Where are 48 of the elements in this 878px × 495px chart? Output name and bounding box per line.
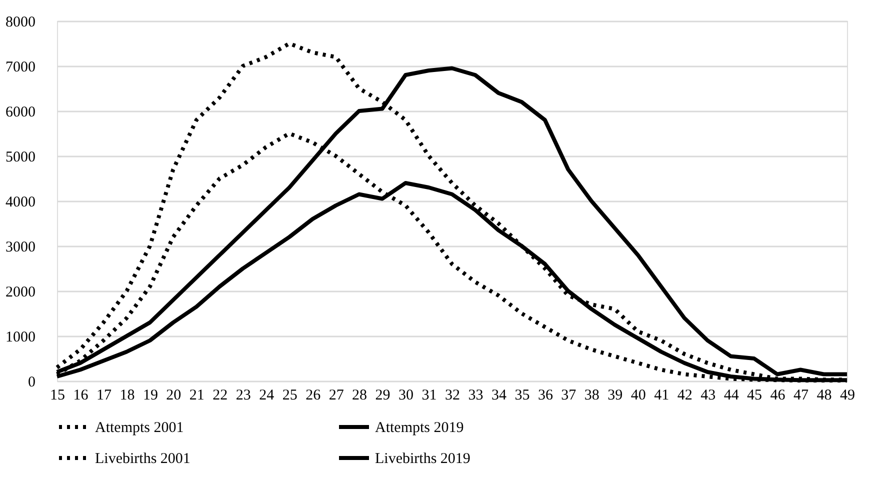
x-tick-label: 24 xyxy=(259,388,275,404)
legend-label: Livebirths 2019 xyxy=(375,451,470,467)
x-tick-label: 16 xyxy=(73,388,89,404)
x-tick-label: 34 xyxy=(491,388,507,404)
x-tick-label: 29 xyxy=(375,388,390,404)
x-tick-label: 42 xyxy=(677,388,692,404)
x-tick-label: 44 xyxy=(724,388,740,404)
x-tick-label: 39 xyxy=(608,388,623,404)
x-tick-label: 35 xyxy=(514,388,530,404)
x-tick-label: 21 xyxy=(189,388,204,404)
x-tick-label: 37 xyxy=(561,388,577,404)
x-tick-label: 27 xyxy=(328,388,344,404)
x-tick-label: 45 xyxy=(747,388,762,404)
x-tick-label: 19 xyxy=(142,388,158,404)
y-tick-label: 0 xyxy=(28,374,36,390)
x-tick-label: 20 xyxy=(166,388,182,404)
x-tick-label: 49 xyxy=(840,388,855,404)
x-tick-label: 31 xyxy=(422,388,437,404)
y-tick-label: 4000 xyxy=(6,194,36,210)
x-tick-label: 38 xyxy=(584,388,600,404)
x-tick-label: 30 xyxy=(398,388,414,404)
y-tick-label: 6000 xyxy=(6,104,36,120)
legend-label: Attempts 2019 xyxy=(375,420,464,436)
x-tick-label: 43 xyxy=(700,388,716,404)
y-tick-label: 2000 xyxy=(6,284,36,300)
x-tick-label: 48 xyxy=(816,388,832,404)
y-tick-label: 8000 xyxy=(6,14,36,30)
y-tick-label: 3000 xyxy=(6,240,36,256)
x-tick-label: 23 xyxy=(236,388,251,404)
y-tick-label: 5000 xyxy=(6,150,36,166)
x-tick-label: 46 xyxy=(770,388,786,404)
x-tick-label: 15 xyxy=(50,388,65,404)
x-tick-label: 26 xyxy=(306,388,322,404)
x-tick-label: 28 xyxy=(352,388,368,404)
legend-label: Livebirths 2001 xyxy=(95,451,190,467)
y-tick-label: 7000 xyxy=(6,60,36,76)
x-tick-label: 47 xyxy=(794,388,810,404)
x-tick-label: 33 xyxy=(468,388,484,404)
y-tick-label: 1000 xyxy=(6,330,36,346)
legend-label: Attempts 2001 xyxy=(95,420,184,436)
x-tick-label: 17 xyxy=(96,388,112,404)
x-tick-label: 22 xyxy=(212,388,228,404)
x-tick-label: 36 xyxy=(538,388,554,404)
x-tick-label: 40 xyxy=(630,388,646,404)
x-tick-label: 18 xyxy=(120,388,135,404)
x-tick-label: 41 xyxy=(654,388,670,404)
x-tick-label: 32 xyxy=(445,388,460,404)
x-tick-label: 25 xyxy=(282,388,298,404)
